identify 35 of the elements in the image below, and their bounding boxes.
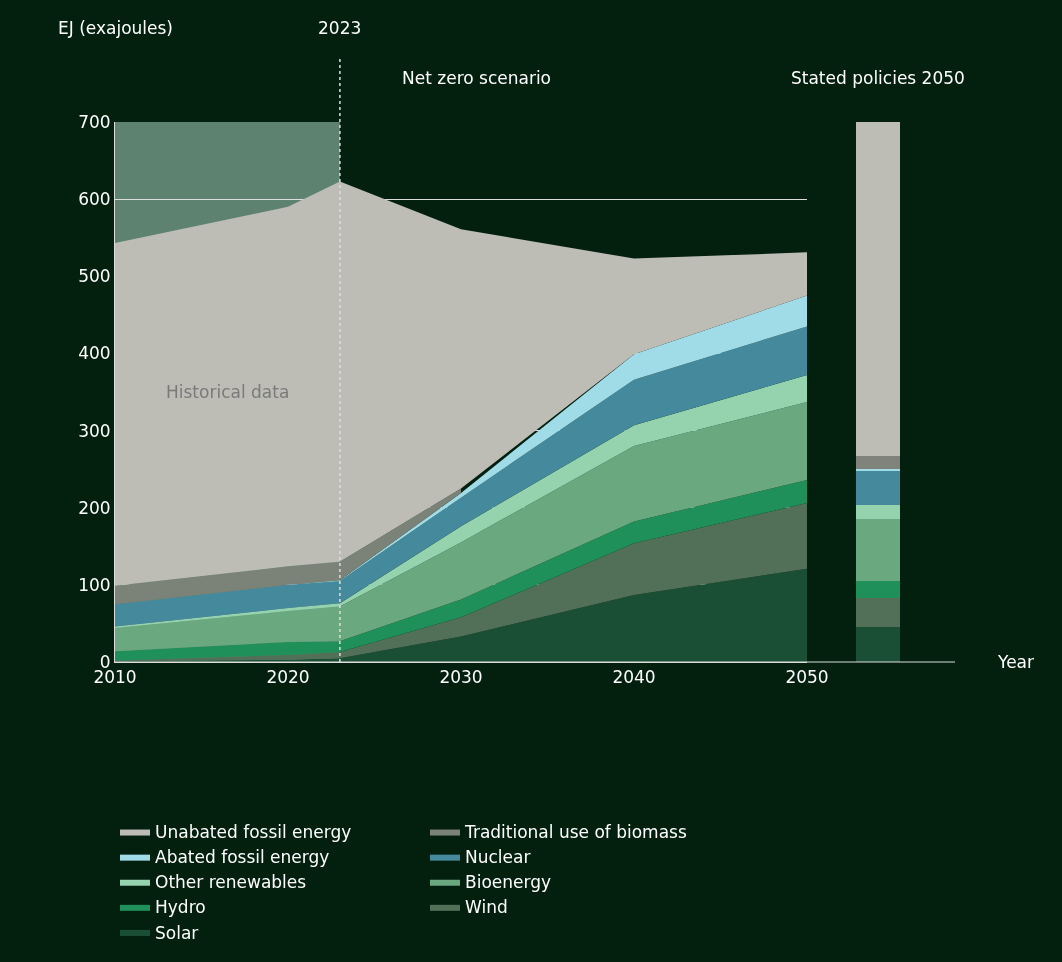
band-label: Historical data (166, 382, 290, 402)
y-tick-label: 500 (78, 266, 111, 287)
bar (855, 581, 900, 598)
y-tick-label: 700 (78, 111, 111, 132)
legend-label: Nuclear (465, 847, 531, 868)
x-tick-label: 2050 (785, 667, 829, 688)
x-tick-label: 2020 (266, 667, 310, 688)
legend-label: Solar (155, 922, 199, 943)
legend-label: Bioenergy (465, 872, 552, 893)
x-axis-title: Year (997, 652, 1034, 672)
chart-title: Stated policies 2050 (791, 68, 965, 88)
y-axis-title: EJ (exajoules) (58, 18, 173, 38)
bar (855, 471, 900, 506)
y-tick-label: 600 (78, 189, 111, 210)
x-tick-label: 2030 (439, 667, 483, 688)
legend-label: Other renewables (155, 872, 307, 893)
ref-line-label: 2023 (318, 18, 362, 38)
bar (855, 627, 900, 662)
y-tick-label: 200 (78, 497, 111, 518)
y-tick-label: 300 (78, 420, 111, 441)
legend-label: Traditional use of biomass (464, 822, 687, 843)
bar (855, 519, 900, 581)
chart-title: Net zero scenario (402, 68, 552, 88)
bar (855, 122, 900, 457)
y-tick-label: 100 (78, 574, 111, 595)
legend-label: Unabated fossil energy (155, 822, 352, 843)
bar (855, 456, 900, 470)
legend-label: Abated fossil energy (155, 847, 330, 868)
bar (855, 597, 900, 628)
x-tick-label: 2040 (612, 667, 656, 688)
bar (855, 505, 900, 520)
y-tick-label: 400 (78, 343, 111, 364)
x-tick-label: 2010 (93, 667, 137, 688)
legend-label: Hydro (155, 897, 206, 918)
legend-label: Wind (465, 897, 508, 918)
